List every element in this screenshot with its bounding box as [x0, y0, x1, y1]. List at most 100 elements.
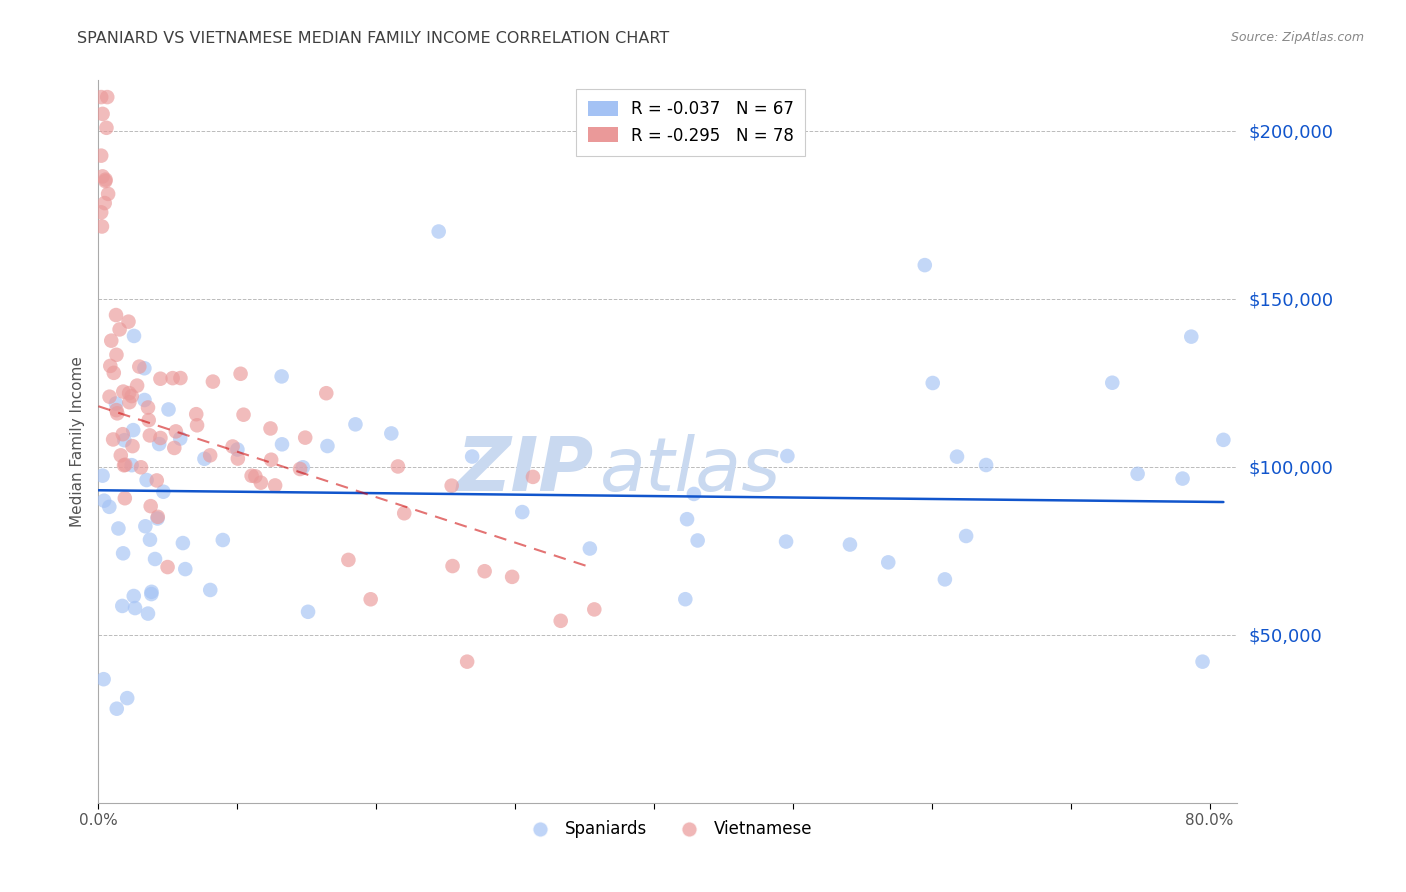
Point — [114, 458, 136, 472]
Point — [232, 408, 254, 422]
Point — [156, 560, 179, 574]
Point — [105, 308, 128, 322]
Point — [90, 148, 112, 162]
Point — [114, 491, 136, 506]
Point — [294, 431, 316, 445]
Point — [974, 458, 997, 472]
Point — [110, 448, 132, 462]
Text: ZIP: ZIP — [457, 434, 593, 507]
Point — [579, 541, 602, 556]
Point — [914, 258, 936, 272]
Point — [157, 402, 180, 417]
Point — [121, 439, 143, 453]
Point — [91, 107, 114, 121]
Point — [394, 506, 416, 520]
Point — [101, 433, 124, 447]
Point — [172, 536, 194, 550]
Point — [1171, 472, 1194, 486]
Point — [136, 607, 159, 621]
Point — [427, 225, 450, 239]
Point — [337, 553, 360, 567]
Point — [136, 401, 159, 415]
Point — [229, 367, 252, 381]
Point — [291, 460, 314, 475]
Point — [98, 390, 121, 404]
Point — [139, 428, 162, 442]
Point — [93, 493, 115, 508]
Point — [461, 450, 484, 464]
Point — [776, 449, 799, 463]
Point — [91, 468, 114, 483]
Point — [112, 433, 135, 447]
Point — [934, 573, 956, 587]
Point — [134, 361, 156, 376]
Point — [673, 592, 696, 607]
Point — [226, 442, 249, 457]
Point — [211, 533, 233, 547]
Point — [135, 473, 157, 487]
Point — [111, 599, 134, 613]
Point — [198, 448, 221, 462]
Point — [169, 432, 191, 446]
Point — [98, 500, 121, 514]
Point — [104, 396, 127, 410]
Point — [111, 427, 134, 442]
Point — [93, 196, 115, 211]
Point — [122, 329, 145, 343]
Point — [112, 546, 135, 560]
Point — [139, 499, 162, 513]
Point — [288, 462, 311, 476]
Point — [90, 205, 112, 219]
Point — [583, 602, 606, 616]
Y-axis label: Median Family Income: Median Family Income — [69, 356, 84, 527]
Point — [264, 478, 287, 492]
Point — [550, 614, 572, 628]
Point — [97, 186, 120, 201]
Legend: Spaniards, Vietnamese: Spaniards, Vietnamese — [516, 814, 820, 845]
Point — [440, 478, 463, 492]
Point — [676, 512, 699, 526]
Point — [128, 359, 150, 374]
Point — [105, 406, 128, 420]
Point — [921, 376, 943, 390]
Point — [112, 458, 135, 473]
Point — [91, 219, 114, 234]
Point — [139, 533, 162, 547]
Point — [501, 570, 523, 584]
Point — [259, 421, 281, 435]
Point — [96, 90, 118, 104]
Point — [221, 440, 243, 454]
Point — [1101, 376, 1123, 390]
Point — [946, 450, 969, 464]
Point — [148, 437, 170, 451]
Text: SPANIARD VS VIETNAMESE MEDIAN FAMILY INCOME CORRELATION CHART: SPANIARD VS VIETNAMESE MEDIAN FAMILY INC… — [77, 31, 669, 46]
Point — [163, 441, 186, 455]
Point — [169, 371, 191, 385]
Point — [456, 655, 478, 669]
Point — [271, 437, 294, 451]
Point — [134, 519, 156, 533]
Point — [162, 371, 184, 385]
Point — [1180, 329, 1202, 343]
Point — [152, 484, 174, 499]
Point — [94, 172, 117, 186]
Text: atlas: atlas — [599, 434, 780, 507]
Point — [149, 372, 172, 386]
Point — [686, 533, 709, 548]
Point — [149, 431, 172, 445]
Point — [186, 418, 208, 433]
Point — [105, 403, 128, 417]
Point — [200, 582, 222, 597]
Point — [297, 605, 319, 619]
Point — [201, 375, 224, 389]
Point — [141, 587, 163, 601]
Point — [118, 395, 141, 409]
Point — [240, 468, 263, 483]
Point — [145, 474, 167, 488]
Point — [775, 534, 797, 549]
Point — [112, 384, 135, 399]
Point — [1191, 655, 1213, 669]
Point — [105, 702, 128, 716]
Point — [260, 452, 283, 467]
Point — [94, 174, 117, 188]
